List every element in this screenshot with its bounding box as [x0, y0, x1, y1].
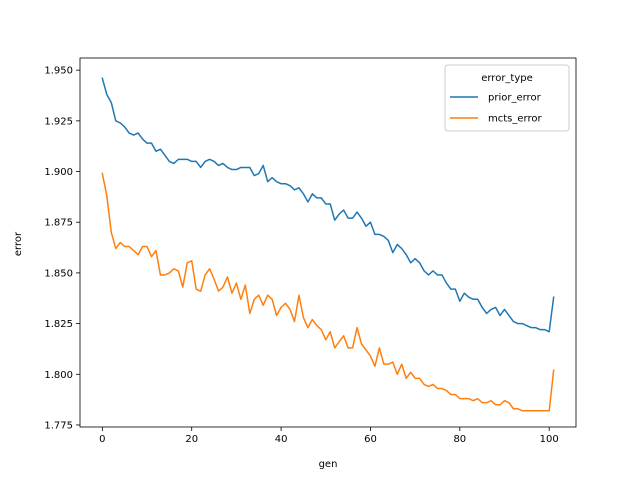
legend-label-prior-error: prior_error [488, 93, 542, 104]
y-tick-label: 1.900 [44, 167, 73, 178]
series-line-mcts-error [101, 172, 555, 412]
series-layer [101, 77, 555, 412]
y-tick-label: 1.875 [44, 218, 73, 229]
y-axis-label: error [13, 231, 24, 256]
x-tick-label: 0 [99, 434, 105, 445]
y-tick-label: 1.850 [44, 268, 73, 279]
x-tick-label: 80 [453, 434, 466, 445]
series-line-prior-error [101, 77, 555, 333]
y-tick-label: 1.775 [44, 420, 73, 431]
y-tick-label: 1.800 [44, 370, 73, 381]
legend-title: error_type [481, 73, 533, 84]
y-tick-label: 1.950 [44, 66, 73, 77]
plot-area [79, 57, 577, 428]
legend-label-mcts-error: mcts_error [488, 114, 542, 125]
plot-frame [79, 57, 577, 428]
x-axis: 0 20 40 60 80 100 [99, 427, 559, 445]
x-tick-label: 60 [364, 434, 377, 445]
x-tick-label: 20 [185, 434, 198, 445]
legend: error_type prior_error mcts_error [444, 64, 570, 132]
x-axis-label: gen [319, 459, 338, 470]
x-tick-label: 100 [540, 434, 559, 445]
y-axis: 1.775 1.800 1.825 1.850 1.875 1.900 1.925 1.950 [44, 66, 80, 431]
x-tick-label: 40 [275, 434, 288, 445]
y-tick-label: 1.925 [44, 116, 73, 127]
legend-box [444, 64, 570, 132]
y-tick-label: 1.825 [44, 319, 73, 330]
